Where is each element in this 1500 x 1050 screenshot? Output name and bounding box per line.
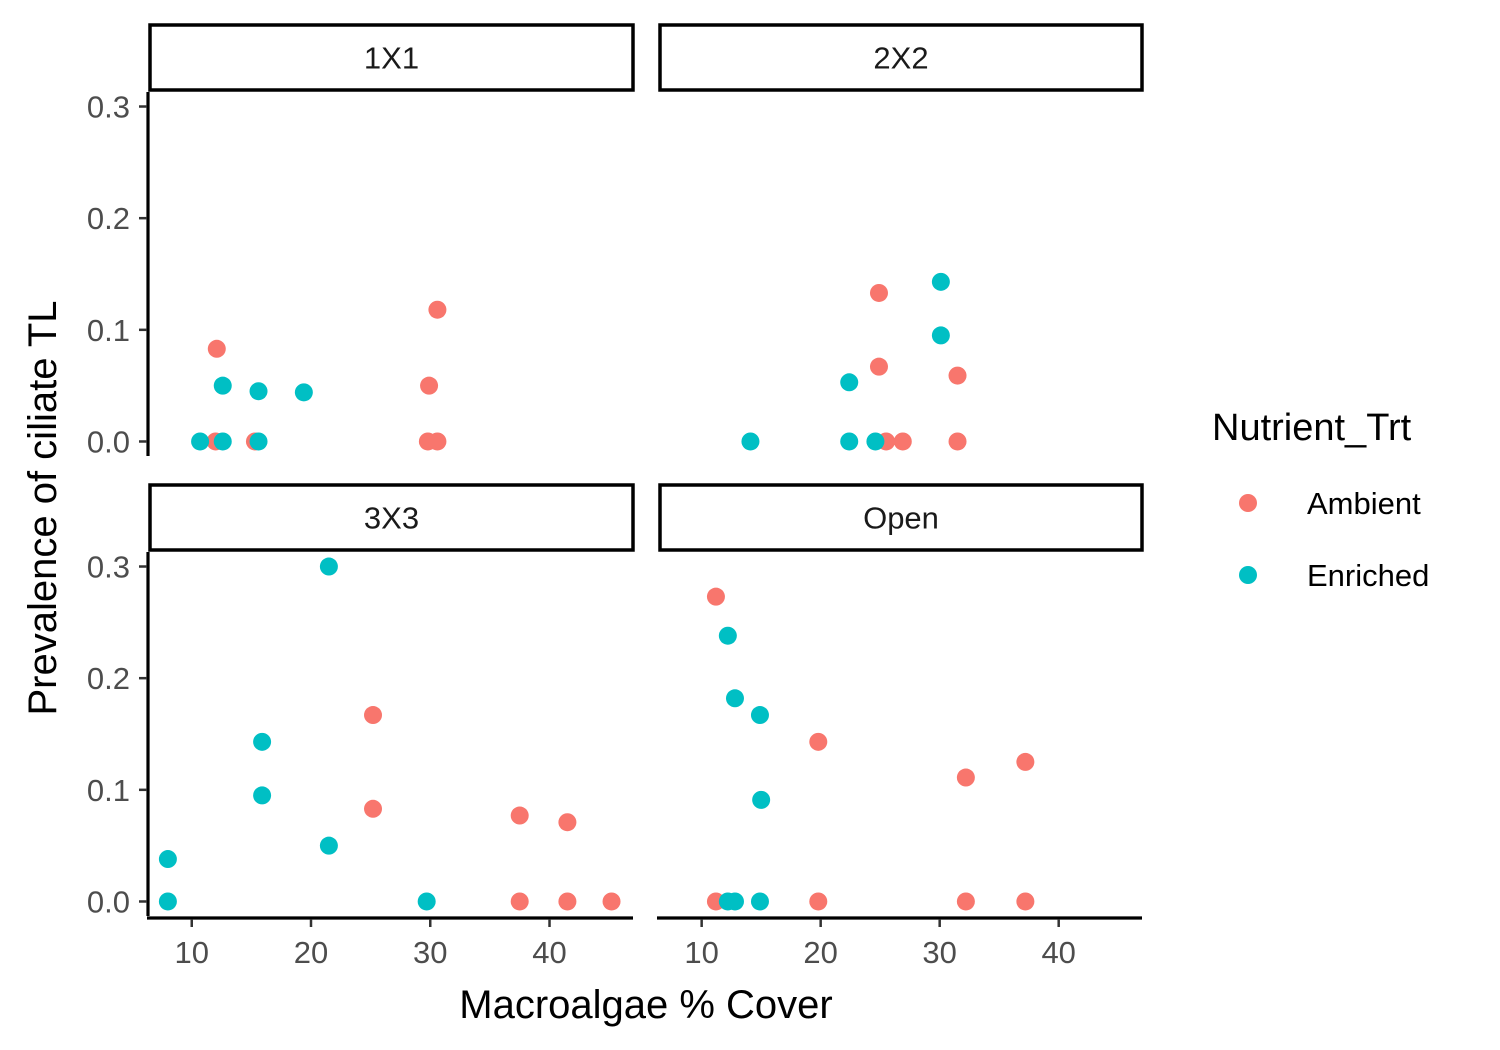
data-point-ambient bbox=[809, 732, 828, 751]
data-point-ambient bbox=[893, 432, 912, 451]
data-point-ambient bbox=[1016, 892, 1035, 911]
facet-strip-label: 3X3 bbox=[364, 501, 419, 536]
data-point-ambient bbox=[869, 357, 888, 376]
facet-strip bbox=[148, 23, 635, 92]
x-tick-label: 10 bbox=[684, 935, 718, 970]
data-point-ambient bbox=[809, 892, 828, 911]
data-point-enriched bbox=[319, 836, 338, 855]
data-point-enriched bbox=[294, 383, 313, 402]
facet-strip bbox=[148, 483, 635, 552]
data-point-ambient bbox=[428, 432, 447, 451]
data-point-enriched bbox=[253, 786, 272, 805]
data-point-enriched bbox=[718, 626, 737, 645]
data-point-enriched bbox=[158, 892, 177, 911]
data-point-ambient bbox=[706, 587, 725, 606]
x-axis-title: Macroalgae % Cover bbox=[459, 983, 833, 1027]
y-tick-label: 0.3 bbox=[87, 550, 130, 585]
facet-panel-open: Open 10 20 30 40 bbox=[657, 483, 1144, 970]
data-point-enriched bbox=[319, 557, 338, 576]
y-tick-label: 0.2 bbox=[87, 661, 130, 696]
x-tick-label: 30 bbox=[413, 935, 447, 970]
data-point-enriched bbox=[840, 432, 859, 451]
data-point-ambient bbox=[1016, 752, 1035, 771]
data-point-enriched bbox=[750, 706, 769, 725]
data-point-ambient bbox=[602, 892, 621, 911]
legend-label-ambient: Ambient bbox=[1307, 486, 1421, 521]
data-point-enriched bbox=[866, 432, 885, 451]
data-point-ambient bbox=[558, 813, 577, 832]
facet-strip bbox=[658, 483, 1144, 552]
x-tick-label: 10 bbox=[174, 935, 208, 970]
data-point-ambient bbox=[364, 706, 383, 725]
data-point-enriched bbox=[158, 850, 177, 869]
legend-title: Nutrient_Trt bbox=[1212, 407, 1412, 449]
data-point-ambient bbox=[558, 892, 577, 911]
data-point-enriched bbox=[253, 732, 272, 751]
data-point-ambient bbox=[948, 432, 967, 451]
y-tick-label: 0.1 bbox=[87, 313, 130, 348]
data-point-enriched bbox=[191, 432, 210, 451]
legend: Nutrient_Trt Ambient Enriched bbox=[1212, 407, 1429, 593]
data-point-ambient bbox=[948, 366, 967, 385]
data-point-ambient bbox=[207, 339, 226, 358]
data-point-enriched bbox=[417, 892, 436, 911]
data-point-ambient bbox=[956, 892, 975, 911]
facet-strip bbox=[658, 23, 1144, 92]
facet-panel-1x1: 1X1 0.0 0.1 0.2 0.3 bbox=[87, 23, 635, 459]
data-point-ambient bbox=[428, 300, 447, 319]
x-tick-label: 20 bbox=[803, 935, 837, 970]
data-point-enriched bbox=[213, 376, 232, 395]
x-tick-label: 30 bbox=[922, 935, 956, 970]
x-tick-label: 40 bbox=[532, 935, 566, 970]
data-point-enriched bbox=[931, 326, 950, 345]
facet-strip-label: 1X1 bbox=[364, 41, 419, 76]
data-point-enriched bbox=[741, 432, 760, 451]
x-tick-label: 20 bbox=[294, 935, 328, 970]
data-point-enriched bbox=[725, 689, 744, 708]
data-point-enriched bbox=[752, 790, 771, 809]
y-tick-label: 0.2 bbox=[87, 201, 130, 236]
facet-panel-3x3: 3X3 0.0 0.1 0.2 0.3 10 20 30 40 bbox=[87, 483, 635, 970]
data-point-enriched bbox=[750, 892, 769, 911]
panels: 1X1 0.0 0.1 0.2 0.3 2X2 3X3 0.0 0.1 0.2 0.3 10 20 30 4… bbox=[87, 23, 1144, 970]
facet-strip-label: 2X2 bbox=[873, 41, 928, 76]
y-axis-title: Prevalence of ciliate TL bbox=[21, 300, 65, 715]
facet-strip-label: Open bbox=[863, 501, 939, 536]
y-tick-label: 0.0 bbox=[87, 424, 130, 459]
data-point-ambient bbox=[956, 768, 975, 787]
data-point-enriched bbox=[725, 892, 744, 911]
data-point-enriched bbox=[840, 373, 859, 392]
legend-label-enriched: Enriched bbox=[1307, 558, 1429, 593]
x-tick-label: 40 bbox=[1041, 935, 1075, 970]
y-tick-label: 0.1 bbox=[87, 773, 130, 808]
facet-panel-2x2: 2X2 bbox=[658, 23, 1144, 451]
y-tick-label: 0.0 bbox=[87, 884, 130, 919]
legend-key-ambient bbox=[1239, 494, 1257, 512]
data-point-enriched bbox=[249, 382, 268, 401]
legend-key-enriched bbox=[1239, 566, 1257, 584]
data-point-ambient bbox=[510, 806, 529, 825]
data-point-ambient bbox=[420, 376, 439, 395]
data-point-ambient bbox=[364, 799, 383, 818]
y-tick-label: 0.3 bbox=[87, 90, 130, 125]
data-point-enriched bbox=[213, 432, 232, 451]
data-point-enriched bbox=[249, 432, 268, 451]
data-point-ambient bbox=[510, 892, 529, 911]
data-point-ambient bbox=[869, 283, 888, 302]
data-point-enriched bbox=[931, 272, 950, 291]
